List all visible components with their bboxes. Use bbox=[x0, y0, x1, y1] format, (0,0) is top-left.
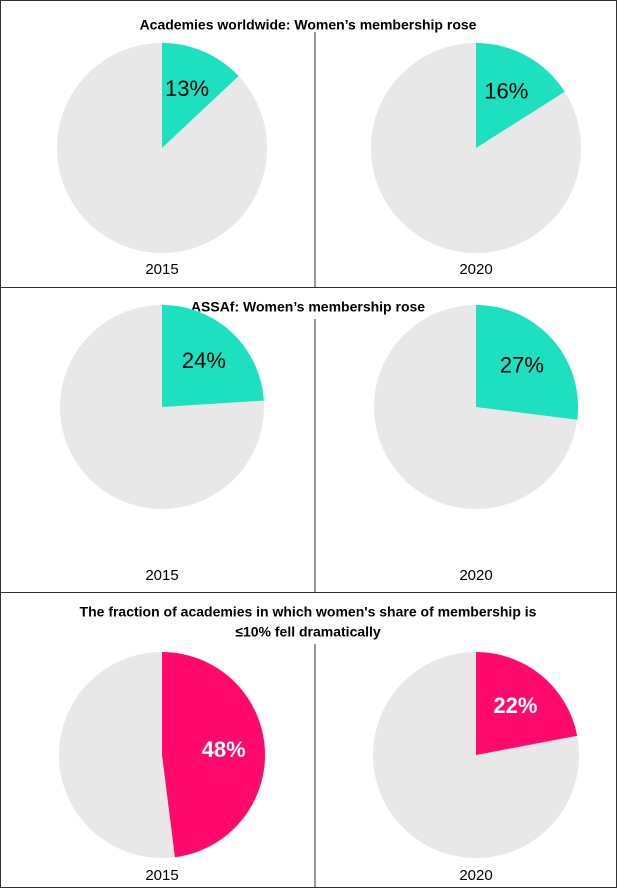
value-label: 48% bbox=[202, 737, 246, 762]
category-label: 2015 bbox=[145, 567, 178, 584]
value-label: 22% bbox=[493, 693, 537, 718]
value-label: 16% bbox=[484, 79, 528, 104]
value-label: 27% bbox=[500, 352, 544, 377]
pie-slice bbox=[476, 43, 565, 148]
panel-title: The fraction of academies in which women… bbox=[80, 604, 537, 620]
pie-slice bbox=[162, 652, 266, 858]
panel-title: ASSAf: Women’s membership rose bbox=[191, 299, 425, 315]
category-label: 2015 bbox=[145, 867, 178, 884]
category-label: 2015 bbox=[145, 261, 178, 278]
pie-slice bbox=[476, 652, 578, 755]
panel-title: Academies worldwide: Women’s membership … bbox=[140, 17, 477, 33]
category-label: 2020 bbox=[459, 867, 492, 884]
pie-slice bbox=[476, 305, 578, 420]
value-label: 24% bbox=[182, 348, 226, 373]
value-label: 13% bbox=[165, 76, 209, 101]
panel-title: ≤10% fell dramatically bbox=[235, 624, 381, 640]
pie-slice bbox=[162, 43, 239, 148]
pie-slice bbox=[162, 305, 264, 407]
category-label: 2020 bbox=[459, 261, 492, 278]
category-label: 2020 bbox=[459, 567, 492, 584]
